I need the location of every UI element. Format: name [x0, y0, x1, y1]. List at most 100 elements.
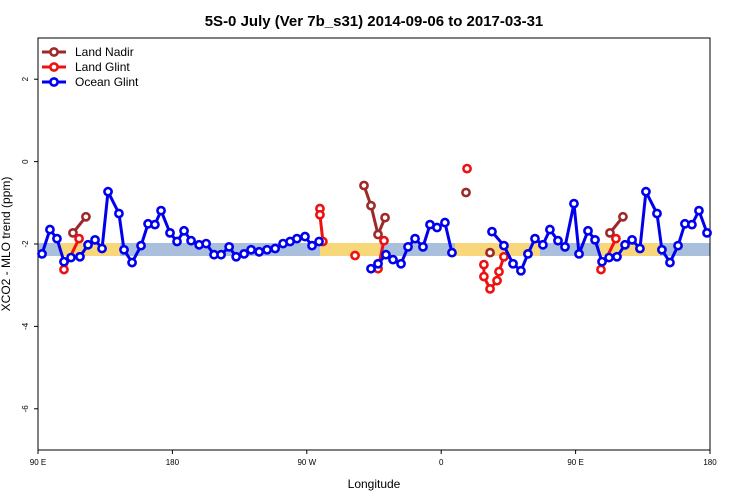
data-point — [231, 251, 242, 262]
data-point — [641, 186, 651, 197]
y-tick-label: -4 — [21, 322, 30, 330]
series — [68, 180, 628, 258]
data-point — [530, 233, 540, 244]
x-tick-label: 90 E — [567, 458, 583, 467]
data-point — [156, 205, 166, 216]
data-point — [201, 238, 212, 249]
data-point — [216, 249, 226, 260]
data-point — [612, 251, 622, 262]
data-point — [366, 263, 376, 274]
data-point — [611, 233, 621, 244]
data-point — [127, 257, 137, 268]
data-point — [447, 247, 457, 258]
data-point — [75, 251, 85, 262]
data-point — [307, 240, 317, 251]
data-point — [119, 244, 129, 255]
data-point — [694, 205, 704, 216]
x-tick-label: 90 E — [30, 458, 46, 467]
legend-marker — [49, 77, 59, 87]
data-point — [81, 211, 91, 222]
data-point — [492, 275, 502, 286]
data-point — [440, 217, 450, 228]
data-point — [59, 264, 69, 275]
data-point — [635, 243, 645, 254]
data-point — [479, 271, 489, 282]
y-tick-label: -6 — [21, 405, 30, 413]
data-point — [254, 246, 265, 257]
legend-marker — [49, 62, 59, 72]
y-axis-label: XCO2 - MLO trend (ppm) — [0, 177, 13, 312]
data-point — [239, 248, 249, 259]
data-point — [103, 186, 113, 197]
data-point — [246, 244, 256, 255]
data-point — [499, 251, 509, 262]
series — [59, 163, 621, 294]
data-point — [136, 240, 146, 251]
data-point — [462, 163, 472, 174]
legend-label: Land Nadir — [75, 45, 134, 59]
data-point — [553, 235, 563, 246]
data-point — [380, 212, 390, 223]
data-point — [485, 284, 495, 294]
data-point — [702, 227, 712, 238]
data-point — [665, 257, 675, 268]
data-point — [37, 248, 47, 259]
legend-marker — [49, 47, 59, 57]
x-tick-label: 180 — [703, 458, 717, 467]
data-point — [574, 248, 584, 259]
data-point — [687, 219, 697, 230]
data-point — [583, 225, 593, 236]
data-point — [59, 256, 69, 267]
data-point — [262, 244, 272, 255]
data-point — [596, 264, 606, 275]
data-point — [652, 208, 662, 219]
data-point — [52, 233, 62, 244]
data-point — [292, 233, 302, 244]
data-point — [165, 227, 175, 238]
x-tick-label: 0 — [439, 458, 444, 467]
data-point — [379, 235, 389, 246]
data-point — [618, 211, 628, 222]
x-axis-label: Longitude — [348, 477, 401, 491]
data-point — [604, 252, 614, 263]
data-point — [114, 208, 124, 219]
data-point — [224, 241, 235, 252]
y-tick-label: 2 — [21, 76, 30, 81]
data-point — [432, 222, 442, 233]
data-point — [627, 234, 637, 245]
data-point — [83, 239, 93, 250]
data-point — [373, 229, 383, 240]
data-point — [179, 225, 189, 236]
land-band — [455, 243, 540, 256]
data-point — [410, 233, 420, 244]
data-point — [537, 239, 548, 250]
series — [37, 186, 712, 276]
data-point — [590, 234, 600, 245]
data-point — [388, 254, 398, 265]
data-point — [479, 259, 489, 270]
data-point — [186, 235, 196, 246]
data-point — [381, 249, 391, 260]
data-point — [494, 266, 504, 277]
legend-label: Ocean Glint — [75, 75, 139, 89]
data-point — [270, 243, 281, 254]
x-tick-label: 90 W — [297, 458, 316, 467]
data-point — [487, 226, 497, 237]
x-tick-label: 180 — [166, 458, 180, 467]
data-point — [560, 241, 570, 252]
data-point — [461, 187, 471, 198]
data-point — [605, 227, 615, 238]
data-point — [673, 240, 683, 251]
data-point — [418, 241, 428, 252]
data-point — [523, 248, 533, 259]
data-point — [657, 244, 667, 255]
data-point — [74, 233, 84, 244]
data-point — [373, 258, 383, 269]
data-point — [499, 240, 509, 251]
data-point — [68, 227, 78, 238]
legend-label: Land Glint — [75, 60, 130, 74]
y-tick-label: 0 — [21, 159, 30, 164]
data-point — [516, 265, 526, 276]
data-point — [350, 250, 360, 261]
